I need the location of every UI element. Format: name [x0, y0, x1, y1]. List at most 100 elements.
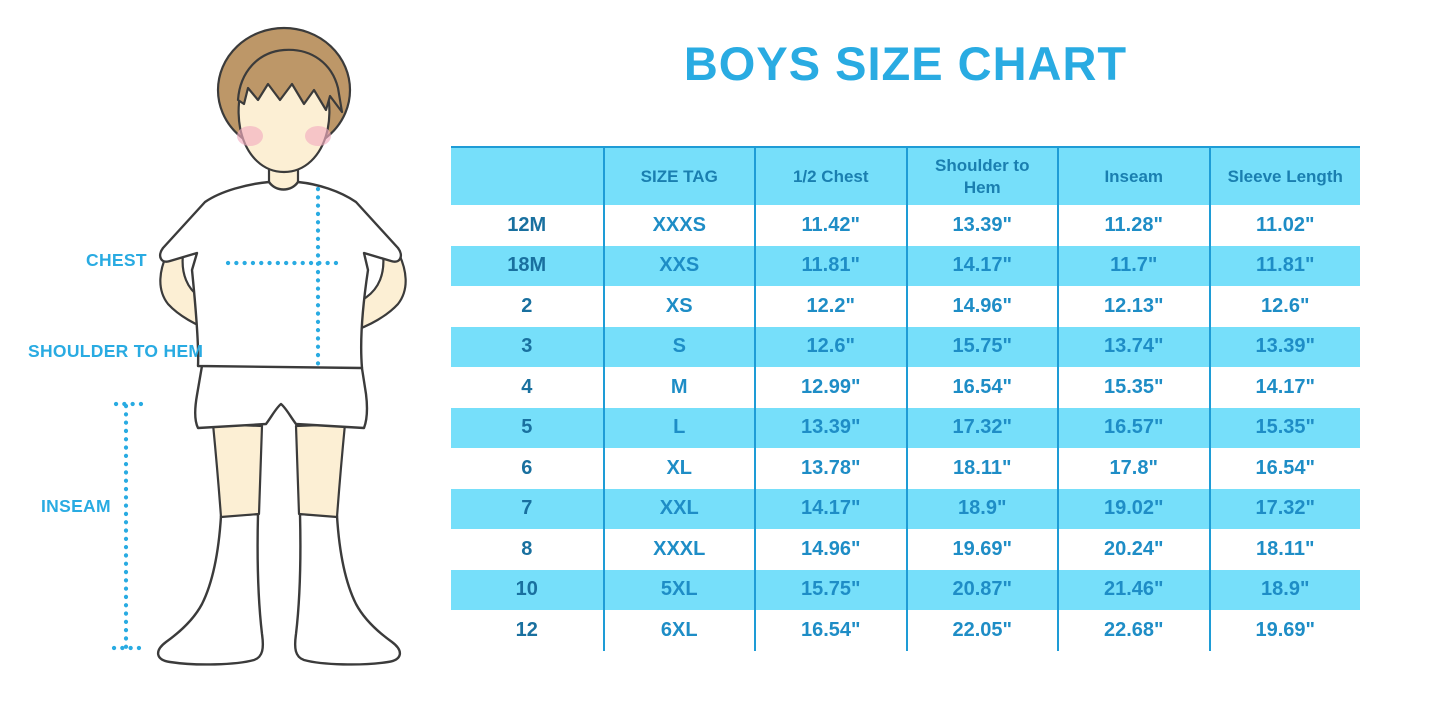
table-row: 10 5XL 15.75" 20.87" 21.46" 18.9"	[451, 569, 1361, 610]
chest-label: CHEST	[86, 250, 147, 270]
table-cell: 19.69"	[905, 529, 1058, 570]
table-cell: 14.17"	[1208, 367, 1361, 408]
table-row: 2 XS 12.2" 14.96" 12.13" 12.6"	[451, 286, 1360, 327]
table-cell: 13.74"	[1057, 326, 1209, 367]
table-cell: 17.32"	[1208, 488, 1361, 529]
table-cell: 12.99"	[754, 367, 906, 408]
table-cell: XS	[602, 286, 755, 327]
table-cell: 14.96"	[905, 286, 1058, 327]
row-size-label: 3	[521, 335, 533, 358]
table-cell: 12.13"	[1057, 286, 1209, 327]
table-cell: 12.6"	[754, 326, 906, 367]
table-cell: S	[602, 326, 755, 367]
inseam-label: INSEAM	[41, 496, 111, 516]
boy-hair-fringe	[236, 48, 344, 114]
table-row: 5 L 13.39" 17.32" 16.57" 15.35"	[451, 407, 1361, 448]
table-cell: 22.68"	[1057, 610, 1209, 651]
table-cell: 19.02"	[1057, 488, 1209, 529]
table-row: 8 XXXL 14.96" 19.69" 20.24" 18.11"	[451, 529, 1360, 570]
table-cell: 12.2"	[754, 286, 906, 327]
table-header-row: SIZE TAG 1/2 Chest Shoulder to Hem Insea…	[451, 148, 1360, 205]
table-cell: 16.57"	[1057, 407, 1209, 448]
boy-left-leg	[211, 422, 264, 519]
size-table: SIZE TAG 1/2 Chest Shoulder to Hem Insea…	[451, 146, 1360, 651]
table-cell: XXXL	[602, 529, 755, 570]
table-cell: 15.75"	[754, 569, 906, 610]
table-row: 18M XXS 11.81" 14.17" 11.7" 11.81"	[451, 245, 1361, 286]
table-cell: 11.42"	[754, 205, 906, 246]
boy-right-cheek	[305, 126, 331, 146]
boy-right-sock	[293, 512, 401, 666]
table-cell: 16.54"	[1208, 448, 1361, 489]
table-cell: 15.35"	[1057, 367, 1209, 408]
row-size-label: 2	[521, 294, 533, 317]
page-title: BOYS SIZE CHART	[683, 37, 1128, 90]
table-cell: 19.69"	[1208, 610, 1361, 651]
table-cell: 18.9"	[905, 488, 1058, 529]
boy-left-cheek	[237, 126, 263, 146]
row-size-label: 5	[521, 416, 533, 439]
table-header-cell: Shoulder to Hem	[905, 148, 1058, 205]
row-size-label: 6	[521, 456, 533, 479]
table-header-cell: SIZE TAG	[602, 148, 755, 205]
table-cell: 11.81"	[754, 245, 906, 286]
row-size-label: 12M	[507, 213, 547, 236]
row-size-label: 7	[521, 497, 533, 520]
table-row: 12M XXXS 11.42" 13.39" 11.28" 11.02"	[451, 205, 1360, 246]
table-cell: 11.28"	[1057, 205, 1209, 246]
table-cell: XXL	[602, 488, 755, 529]
table-cell: 17.8"	[1057, 448, 1209, 489]
table-cell: 11.7"	[1057, 245, 1209, 286]
table-cell: 20.24"	[1057, 529, 1209, 570]
table-body: 12M XXXS 11.42" 13.39" 11.28" 11.02" 18M XXS 11.…	[451, 205, 1360, 651]
table-cell: 18.11"	[905, 448, 1058, 489]
boy-right-leg	[294, 422, 347, 519]
table-cell: 13.39"	[905, 205, 1058, 246]
row-size-label: 4	[521, 375, 533, 398]
table-cell: 15.75"	[905, 326, 1058, 367]
table-cell: L	[602, 407, 755, 448]
table-cell: XL	[602, 448, 755, 489]
boy-left-sock	[157, 512, 265, 666]
table-cell: 20.87"	[905, 569, 1058, 610]
boy-tshirt	[159, 180, 402, 370]
table-cell: 13.39"	[1208, 326, 1361, 367]
table-cell: XXXS	[602, 205, 755, 246]
table-cell: 11.02"	[1208, 205, 1361, 246]
table-cell: 16.54"	[754, 610, 906, 651]
boy-shorts	[194, 358, 369, 430]
table-row: 7 XXL 14.17" 18.9" 19.02" 17.32"	[451, 488, 1361, 529]
table-row: 6 XL 13.78" 18.11" 17.8" 16.54"	[451, 448, 1360, 489]
table-header-cell: Inseam	[1057, 148, 1209, 205]
table-cell: 5XL	[602, 569, 755, 610]
table-row: 12 6XL 16.54" 22.05" 22.68" 19.69"	[451, 610, 1360, 651]
table-cell: 12.6"	[1208, 286, 1361, 327]
table-cell: 18.9"	[1208, 569, 1361, 610]
table-row: 4 M 12.99" 16.54" 15.35" 14.17"	[451, 367, 1360, 408]
row-size-label: 18M	[507, 254, 547, 277]
table-cell: 15.35"	[1208, 407, 1361, 448]
table-cell: 17.32"	[905, 407, 1058, 448]
table-header-cell	[451, 148, 603, 205]
table-cell: 14.17"	[905, 245, 1058, 286]
table-cell: 18.11"	[1208, 529, 1361, 570]
table-cell: 14.96"	[754, 529, 906, 570]
table-cell: 22.05"	[905, 610, 1058, 651]
table-cell: M	[602, 367, 755, 408]
table-header-cell: Sleeve Length	[1208, 148, 1361, 205]
table-cell: 21.46"	[1057, 569, 1209, 610]
table-cell: 13.39"	[754, 407, 906, 448]
row-size-label: 12	[515, 618, 538, 641]
table-header-cell: 1/2 Chest	[754, 148, 906, 205]
table-cell: 11.81"	[1208, 245, 1361, 286]
table-cell: 14.17"	[754, 488, 906, 529]
shoulder-to-hem-label: SHOULDER TO HEM	[28, 341, 204, 361]
table-cell: 16.54"	[905, 367, 1058, 408]
row-size-label: 10	[515, 578, 538, 601]
table-row: 3 S 12.6" 15.75" 13.74" 13.39"	[451, 326, 1361, 367]
table-cell: XXS	[602, 245, 755, 286]
table-cell: 13.78"	[754, 448, 906, 489]
row-size-label: 8	[521, 537, 533, 560]
table-cell: 6XL	[602, 610, 755, 651]
